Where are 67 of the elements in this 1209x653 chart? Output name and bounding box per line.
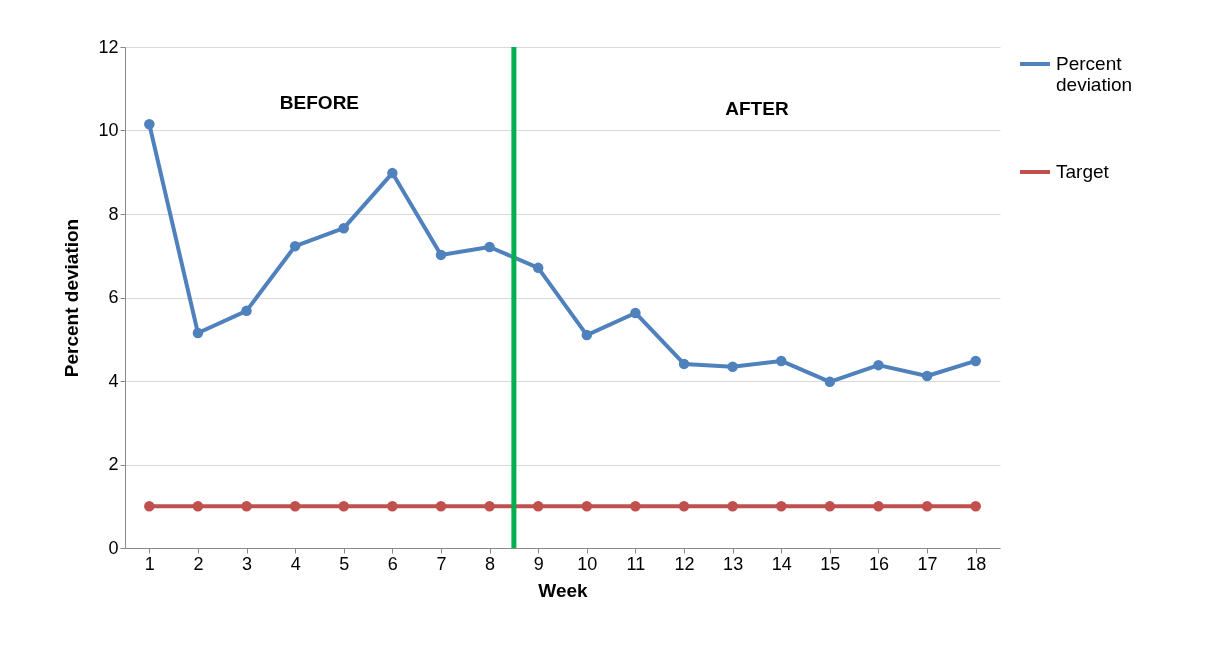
point bbox=[921, 501, 933, 512]
point bbox=[824, 501, 836, 512]
x-tick-label: 15 bbox=[820, 553, 841, 574]
legend-label: Target bbox=[1056, 161, 1110, 182]
y-axis-title: Percent deviation bbox=[61, 218, 83, 378]
point bbox=[776, 501, 787, 512]
x-tick-label: 6 bbox=[387, 553, 398, 574]
point bbox=[289, 240, 301, 252]
y-tick-label: 6 bbox=[108, 287, 119, 307]
point bbox=[970, 501, 981, 512]
y-tick-label: 12 bbox=[98, 36, 119, 57]
y-tick-label: 0 bbox=[108, 537, 119, 558]
point bbox=[289, 501, 301, 512]
annotation: AFTER bbox=[725, 98, 789, 119]
point bbox=[387, 167, 398, 179]
point bbox=[192, 327, 204, 339]
x-tick-label: 8 bbox=[485, 553, 496, 574]
x-tick-label: 14 bbox=[771, 553, 792, 574]
point bbox=[532, 501, 544, 512]
x-tick-label: 3 bbox=[242, 553, 253, 574]
point bbox=[435, 501, 447, 512]
point bbox=[873, 359, 884, 371]
point bbox=[435, 249, 447, 261]
x-tick-label: 13 bbox=[723, 553, 744, 574]
point bbox=[484, 241, 495, 253]
annotation: BEFORE bbox=[279, 92, 360, 113]
point bbox=[338, 222, 349, 234]
point bbox=[970, 355, 981, 367]
point bbox=[727, 501, 738, 512]
point bbox=[144, 501, 155, 512]
x-tick-label: 18 bbox=[966, 553, 987, 574]
point bbox=[338, 501, 349, 512]
x-tick-label: 4 bbox=[290, 553, 301, 574]
point bbox=[873, 501, 884, 512]
point bbox=[921, 370, 933, 382]
point bbox=[581, 329, 593, 341]
x-tick-label: 2 bbox=[193, 553, 204, 574]
point bbox=[241, 501, 252, 512]
y-tick-label: 8 bbox=[108, 203, 119, 224]
y-tick-label: 10 bbox=[98, 120, 119, 140]
x-tick-label: 10 bbox=[577, 553, 598, 574]
x-tick-label: 11 bbox=[626, 553, 646, 574]
point bbox=[776, 355, 787, 367]
point bbox=[630, 307, 641, 319]
point bbox=[484, 501, 495, 512]
point bbox=[192, 501, 204, 512]
point bbox=[727, 361, 738, 373]
x-tick-label: 7 bbox=[436, 553, 447, 574]
x-tick-label: 12 bbox=[674, 553, 695, 574]
x-tick-label: 1 bbox=[144, 553, 155, 574]
point bbox=[630, 501, 641, 512]
point bbox=[144, 119, 155, 130]
x-tick-label: 17 bbox=[917, 553, 938, 574]
point bbox=[532, 262, 544, 274]
x-tick-label: 9 bbox=[533, 553, 544, 574]
legend-label: Percent deviation bbox=[1056, 53, 1133, 95]
point bbox=[387, 501, 398, 512]
y-tick-label: 4 bbox=[108, 370, 119, 391]
point bbox=[678, 501, 690, 512]
point bbox=[678, 358, 690, 370]
point bbox=[241, 305, 252, 317]
x-tick-label: 5 bbox=[339, 553, 350, 574]
x-tick-label: 16 bbox=[868, 553, 889, 574]
point bbox=[581, 501, 593, 512]
x-axis-title: Week bbox=[538, 579, 589, 601]
y-tick-label: 2 bbox=[108, 454, 119, 474]
point bbox=[824, 376, 836, 388]
